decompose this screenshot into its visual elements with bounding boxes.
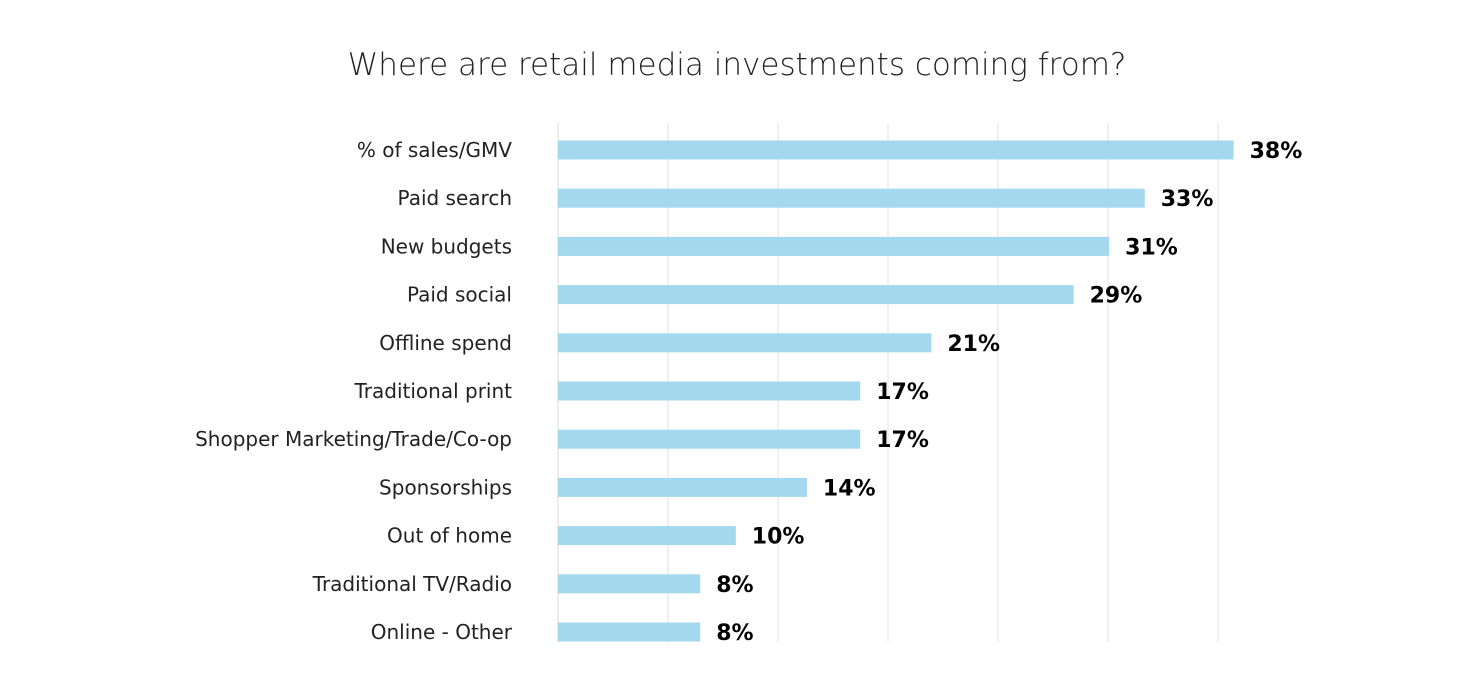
value-label: 21% — [947, 332, 1000, 357]
category-label: Paid search — [398, 186, 512, 210]
bar — [558, 285, 1074, 305]
bar — [558, 574, 701, 594]
category-label: New budgets — [381, 234, 512, 258]
bar — [558, 333, 932, 353]
category-label: Shopper Marketing/Trade/Co-op — [195, 427, 512, 451]
bar — [558, 140, 1234, 160]
bar — [558, 236, 1110, 256]
category-label: Offline spend — [379, 331, 512, 355]
category-label: % of sales/GMV — [357, 138, 512, 162]
value-label: 33% — [1161, 187, 1214, 212]
category-label: Paid social — [407, 283, 512, 307]
value-label: 29% — [1090, 284, 1143, 309]
value-label: 17% — [876, 428, 929, 453]
category-label: Online - Other — [371, 620, 513, 644]
value-label: 14% — [823, 476, 876, 501]
chart-title: Where are retail media investments comin… — [348, 47, 1127, 83]
category-label: Traditional print — [354, 379, 513, 403]
value-label: 8% — [716, 573, 753, 598]
bar — [558, 622, 701, 642]
bar — [558, 429, 861, 449]
value-label: 8% — [716, 621, 753, 646]
category-label: Traditional TV/Radio — [312, 572, 512, 596]
bar — [558, 381, 861, 401]
value-label: 10% — [752, 525, 805, 550]
value-label: 31% — [1125, 235, 1178, 260]
bar — [558, 477, 807, 497]
category-label: Sponsorships — [379, 475, 512, 499]
value-label: 38% — [1250, 139, 1303, 164]
value-label: 17% — [876, 380, 929, 405]
bar — [558, 526, 736, 546]
bar — [558, 188, 1145, 208]
category-label: Out of home — [387, 524, 512, 548]
